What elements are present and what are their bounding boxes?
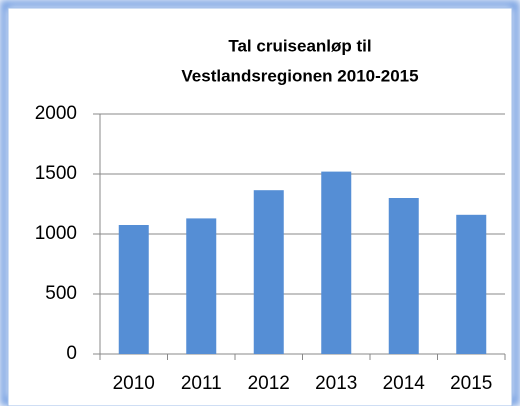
bar: [186, 218, 217, 354]
y-tick-label: 2000: [35, 103, 77, 124]
x-tick-label: 2011: [181, 373, 222, 394]
bar: [388, 198, 419, 354]
x-tick-label: 2010: [113, 373, 155, 394]
x-tick-label: 2013: [315, 373, 357, 394]
bar: [118, 225, 149, 354]
bar: [321, 171, 352, 354]
y-tick-label: 0: [66, 343, 77, 364]
chart-title: Vestlandsregionen 2010-2015: [181, 66, 418, 85]
x-tick-label: 2015: [450, 373, 492, 394]
x-tick-label: 2014: [383, 373, 426, 394]
bar: [456, 214, 487, 354]
y-tick-label: 1500: [35, 163, 77, 184]
x-tick-label: 2012: [248, 373, 290, 394]
chart-title: Tal cruiseanløp til: [228, 36, 371, 55]
bar: [253, 190, 284, 354]
y-tick-label: 500: [45, 283, 77, 304]
y-tick-label: 1000: [35, 223, 77, 244]
